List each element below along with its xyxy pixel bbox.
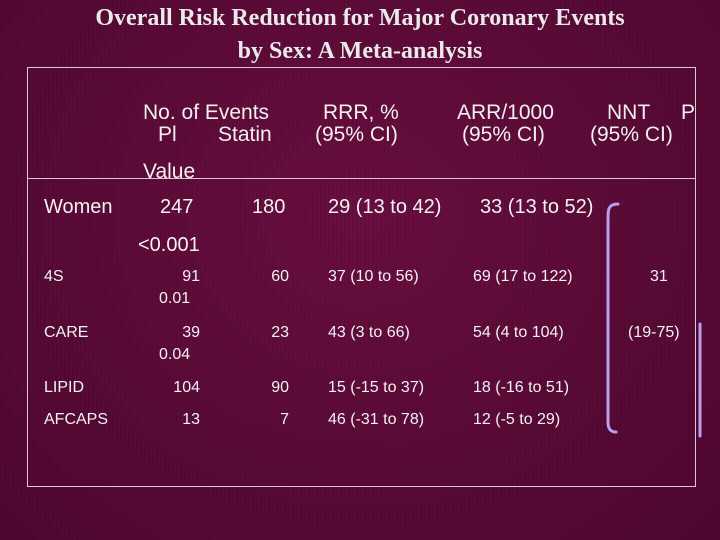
trial-name: 4S	[44, 268, 64, 285]
trial-arr: 12 (-5 to 29)	[473, 411, 561, 428]
trial-pl: 104	[173, 379, 200, 396]
header-rrr-ci: (95% CI)	[315, 123, 398, 146]
header-p: P	[681, 101, 696, 124]
women-p: <0.001	[138, 234, 200, 256]
trial-statin: 23	[271, 324, 289, 341]
header-arr-ci: (95% CI)	[462, 123, 545, 146]
bracket-left	[606, 202, 620, 434]
trial-p: 0.01	[159, 290, 191, 307]
header-nnt: NNT	[607, 101, 651, 124]
women-pl: 247	[160, 196, 194, 218]
trial-rrr: 43 (3 to 66)	[328, 324, 410, 341]
bracket-right	[698, 322, 702, 438]
trial-arr: 18 (-16 to 51)	[473, 379, 570, 396]
women-arr: 33 (13 to 52)	[480, 196, 594, 218]
header-pl: Pl	[158, 123, 177, 146]
trial-p: 0.04	[159, 346, 191, 363]
trial-name: CARE	[44, 324, 89, 341]
nnt-ci: (19-75)	[628, 324, 680, 341]
trial-arr: 54 (4 to 104)	[473, 324, 564, 341]
trial-rrr: 37 (10 to 56)	[328, 268, 419, 285]
nnt-value: 31	[650, 268, 668, 285]
trial-statin: 90	[271, 379, 289, 396]
slide-title-line1: Overall Risk Reduction for Major Coronar…	[95, 5, 625, 31]
header-statin: Statin	[218, 123, 272, 146]
header-events: No. of Events	[143, 101, 270, 124]
table-frame	[27, 67, 696, 487]
trial-pl: 13	[182, 411, 200, 428]
header-arr: ARR/1000	[457, 101, 554, 124]
women-label: Women	[44, 196, 113, 218]
header-divider	[27, 178, 696, 179]
trial-pl: 39	[182, 324, 200, 341]
header-p-value: Value	[143, 160, 196, 183]
trial-name: AFCAPS	[44, 411, 109, 428]
trial-arr: 69 (17 to 122)	[473, 268, 573, 285]
header-rrr: RRR, %	[323, 101, 399, 124]
women-statin: 180	[252, 196, 286, 218]
trial-pl: 91	[182, 268, 200, 285]
trial-statin: 60	[271, 268, 289, 285]
women-rrr: 29 (13 to 42)	[328, 196, 442, 218]
slide-title-line2: by Sex: A Meta-analysis	[237, 38, 483, 64]
trial-rrr: 46 (-31 to 78)	[328, 411, 425, 428]
trial-name: LIPID	[44, 379, 85, 396]
trial-statin: 7	[280, 411, 289, 428]
header-nnt-ci: (95% CI)	[590, 123, 673, 146]
trial-rrr: 15 (-15 to 37)	[328, 379, 425, 396]
